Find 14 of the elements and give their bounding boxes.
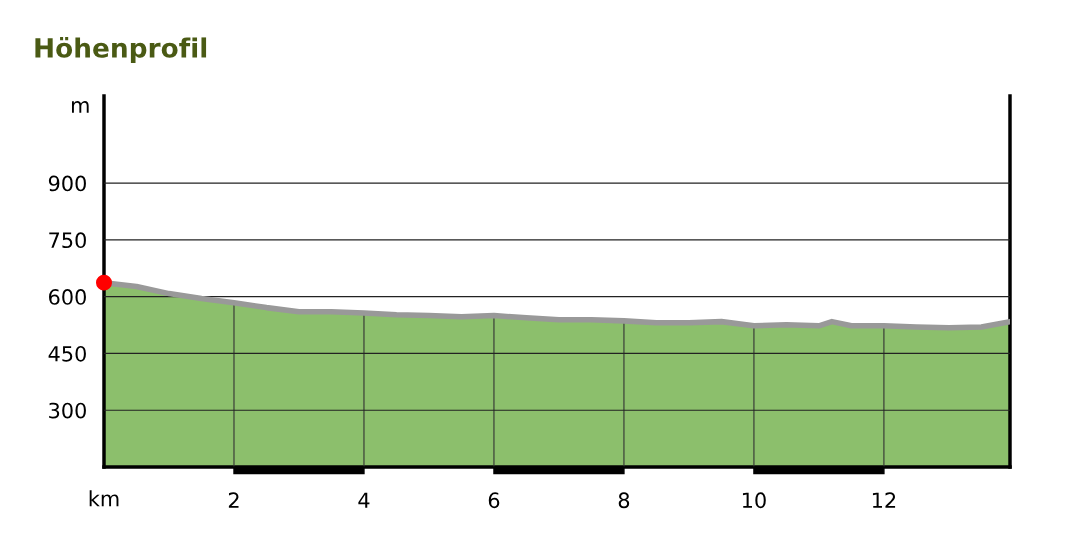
y-tick-label: 750 (49, 232, 86, 249)
y-axis-title: m (72, 101, 89, 113)
x-tick-label: 10 (742, 492, 766, 509)
x-tick-label: 8 (618, 492, 630, 509)
chart-title: Höhenprofil (35, 37, 207, 63)
x-tick-label: 6 (488, 492, 500, 509)
y-tick-label: 450 (48, 345, 86, 362)
x-axis-title: km (89, 490, 119, 507)
y-tick-label: 300 (49, 402, 86, 419)
y-tick-label: 900 (48, 175, 86, 192)
y-tick-label: 600 (49, 289, 86, 305)
x-tick-label: 12 (872, 492, 896, 508)
x-tick-label: 2 (228, 492, 239, 508)
x-tick-label: 4 (358, 492, 370, 508)
